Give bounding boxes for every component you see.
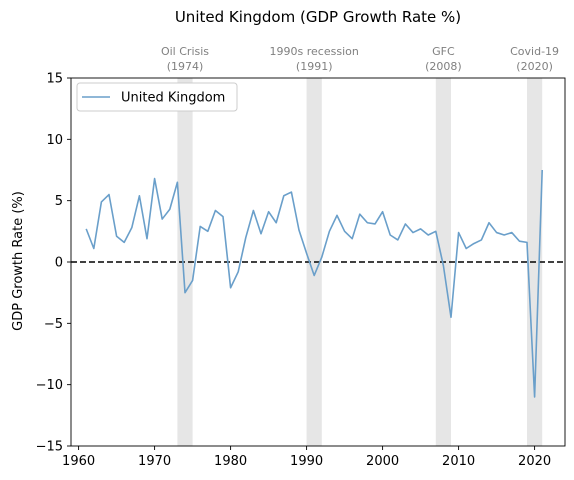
x-tick-label: 1970 bbox=[138, 454, 171, 469]
legend-box bbox=[76, 82, 238, 112]
region-label-3: Covid-19 bbox=[510, 45, 559, 58]
y-tick-label: 10 bbox=[46, 133, 63, 148]
x-tick-label: 2020 bbox=[518, 454, 551, 469]
x-tick-label: 1960 bbox=[62, 454, 95, 469]
y-tick-label: −10 bbox=[36, 378, 63, 393]
region-year-3: (2020) bbox=[516, 60, 553, 73]
y-tick-label: 15 bbox=[46, 72, 63, 87]
x-tick-label: 1990 bbox=[290, 454, 323, 469]
legend: United Kingdom bbox=[76, 82, 238, 112]
region-label-0: Oil Crisis bbox=[161, 45, 209, 58]
y-tick-label: 5 bbox=[55, 194, 63, 209]
x-tick-label: 2010 bbox=[442, 454, 475, 469]
region-year-0: (1974) bbox=[167, 60, 204, 73]
x-axis-ticks: 1960 1970 1980 1990 2000 2010 2020 bbox=[62, 446, 551, 469]
series-line-united-kingdom bbox=[85, 169, 543, 398]
region-year-2: (2008) bbox=[425, 60, 462, 73]
y-tick-label: 0 bbox=[55, 256, 63, 271]
x-tick-label: 2000 bbox=[366, 454, 399, 469]
y-axis-label: GDP Growth Rate (%) bbox=[11, 191, 26, 331]
x-tick-label: 1980 bbox=[214, 454, 247, 469]
y-tick-label: −5 bbox=[44, 317, 63, 332]
region-label-2: GFC bbox=[432, 45, 455, 58]
y-axis-ticks: −15 −10 −5 0 5 10 15 bbox=[36, 72, 71, 455]
region-year-1: (1991) bbox=[296, 60, 333, 73]
chart-title: United Kingdom (GDP Growth Rate %) bbox=[175, 8, 461, 26]
region-annotations: Oil Crisis (1974) 1990s recession (1991) GFC… bbox=[161, 45, 559, 73]
region-label-1: 1990s recession bbox=[270, 45, 359, 58]
legend-label-united-kingdom: United Kingdom bbox=[121, 91, 225, 106]
y-tick-label: −15 bbox=[36, 440, 63, 455]
